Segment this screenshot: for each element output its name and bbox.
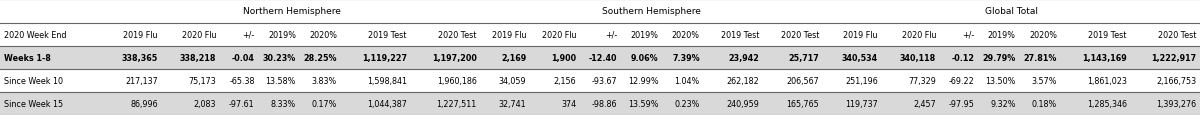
Text: -97.95: -97.95 <box>949 99 974 108</box>
Text: 2,156: 2,156 <box>553 77 576 86</box>
Text: 2020 Test: 2020 Test <box>781 31 820 40</box>
Text: 251,196: 251,196 <box>845 77 877 86</box>
Text: 1,044,387: 1,044,387 <box>367 99 407 108</box>
Text: -69.22: -69.22 <box>949 77 974 86</box>
Text: 340,534: 340,534 <box>841 54 877 63</box>
Text: 23,942: 23,942 <box>728 54 760 63</box>
Bar <box>0 93 1200 115</box>
Text: Northern Hemisphere: Northern Hemisphere <box>242 7 341 16</box>
Bar <box>0 47 1200 70</box>
Text: 1,960,186: 1,960,186 <box>437 77 476 86</box>
Text: 28.25%: 28.25% <box>304 54 337 63</box>
Text: 34,059: 34,059 <box>499 77 527 86</box>
Text: Global Total: Global Total <box>985 7 1038 16</box>
Text: 13.58%: 13.58% <box>265 77 296 86</box>
Text: 119,737: 119,737 <box>845 99 877 108</box>
Text: 2020 Flu: 2020 Flu <box>541 31 576 40</box>
Text: 0.23%: 0.23% <box>674 99 700 108</box>
Text: 262,182: 262,182 <box>727 77 760 86</box>
Text: 2,169: 2,169 <box>502 54 527 63</box>
Text: 2019 Test: 2019 Test <box>368 31 407 40</box>
Text: 2020 Flu: 2020 Flu <box>181 31 216 40</box>
Text: +/-: +/- <box>962 31 974 40</box>
Text: Since Week 15: Since Week 15 <box>4 99 62 108</box>
Text: -97.61: -97.61 <box>229 99 254 108</box>
Text: -93.67: -93.67 <box>592 77 617 86</box>
Text: -0.12: -0.12 <box>952 54 974 63</box>
Text: 1,197,200: 1,197,200 <box>432 54 476 63</box>
Text: 13.59%: 13.59% <box>628 99 659 108</box>
Text: 2019 Flu: 2019 Flu <box>124 31 157 40</box>
Text: 240,959: 240,959 <box>726 99 760 108</box>
Text: 9.06%: 9.06% <box>631 54 659 63</box>
Text: 75,173: 75,173 <box>188 77 216 86</box>
Text: 0.18%: 0.18% <box>1032 99 1057 108</box>
Text: 1,861,023: 1,861,023 <box>1087 77 1127 86</box>
Text: 206,567: 206,567 <box>786 77 820 86</box>
Text: 338,218: 338,218 <box>180 54 216 63</box>
Text: -0.04: -0.04 <box>232 54 254 63</box>
Text: 77,329: 77,329 <box>908 77 936 86</box>
Text: 30.23%: 30.23% <box>263 54 296 63</box>
Text: 2020 Week End: 2020 Week End <box>4 31 66 40</box>
Text: 1,222,917: 1,222,917 <box>1151 54 1196 63</box>
Text: 340,118: 340,118 <box>900 54 936 63</box>
Text: 2020 Flu: 2020 Flu <box>901 31 936 40</box>
Text: 1,119,227: 1,119,227 <box>362 54 407 63</box>
Text: 86,996: 86,996 <box>130 99 157 108</box>
Text: +/-: +/- <box>242 31 254 40</box>
Text: 1,598,841: 1,598,841 <box>367 77 407 86</box>
Text: 217,137: 217,137 <box>125 77 157 86</box>
Text: 1,285,346: 1,285,346 <box>1087 99 1127 108</box>
Text: 25,717: 25,717 <box>788 54 820 63</box>
Text: 338,365: 338,365 <box>121 54 157 63</box>
Text: 1,143,169: 1,143,169 <box>1082 54 1127 63</box>
Text: 2019%: 2019% <box>630 31 659 40</box>
Text: 7.39%: 7.39% <box>672 54 700 63</box>
Text: -65.38: -65.38 <box>229 77 254 86</box>
Text: 2020 Test: 2020 Test <box>1158 31 1196 40</box>
Text: 2,083: 2,083 <box>193 99 216 108</box>
Text: 9.32%: 9.32% <box>990 99 1015 108</box>
Bar <box>0 70 1200 93</box>
Text: 1,227,511: 1,227,511 <box>437 99 476 108</box>
Text: 27.81%: 27.81% <box>1024 54 1057 63</box>
Text: 1.04%: 1.04% <box>674 77 700 86</box>
Text: 2020%: 2020% <box>1028 31 1057 40</box>
Text: 2020%: 2020% <box>672 31 700 40</box>
Text: 12.99%: 12.99% <box>628 77 659 86</box>
Text: 2020 Test: 2020 Test <box>438 31 476 40</box>
Text: 2019%: 2019% <box>988 31 1015 40</box>
Text: 2020%: 2020% <box>310 31 337 40</box>
Text: -98.86: -98.86 <box>592 99 617 108</box>
Text: 165,765: 165,765 <box>786 99 820 108</box>
Text: Weeks 1-8: Weeks 1-8 <box>4 54 50 63</box>
Bar <box>0 24 1200 47</box>
Text: 2019%: 2019% <box>268 31 296 40</box>
Text: Since Week 10: Since Week 10 <box>4 77 62 86</box>
Text: +/-: +/- <box>605 31 617 40</box>
Text: 3.83%: 3.83% <box>312 77 337 86</box>
Text: 2019 Flu: 2019 Flu <box>492 31 527 40</box>
Text: 2,457: 2,457 <box>913 99 936 108</box>
Bar <box>0 0 1200 24</box>
Text: 13.50%: 13.50% <box>985 77 1015 86</box>
Text: 2,166,753: 2,166,753 <box>1157 77 1196 86</box>
Text: 0.17%: 0.17% <box>312 99 337 108</box>
Text: 8.33%: 8.33% <box>271 99 296 108</box>
Text: -12.40: -12.40 <box>589 54 617 63</box>
Text: Southern Hemisphere: Southern Hemisphere <box>602 7 701 16</box>
Text: 374: 374 <box>562 99 576 108</box>
Text: 1,393,276: 1,393,276 <box>1157 99 1196 108</box>
Text: 2019 Flu: 2019 Flu <box>844 31 877 40</box>
Text: 29.79%: 29.79% <box>983 54 1015 63</box>
Text: 1,900: 1,900 <box>551 54 576 63</box>
Text: 32,741: 32,741 <box>499 99 527 108</box>
Text: 3.57%: 3.57% <box>1032 77 1057 86</box>
Text: 2019 Test: 2019 Test <box>1088 31 1127 40</box>
Text: 2019 Test: 2019 Test <box>721 31 760 40</box>
